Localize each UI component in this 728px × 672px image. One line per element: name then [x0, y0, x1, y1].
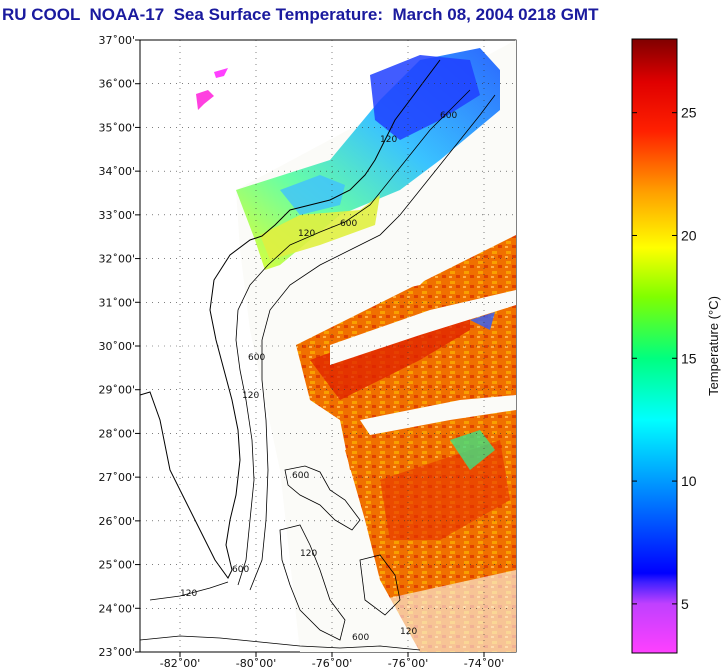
contour-label: 600 — [232, 565, 249, 575]
sst-cyan-patch — [280, 175, 345, 215]
coastline — [140, 59, 441, 579]
map-title: RU COOL NOAA-17 Sea Surface Temperature:… — [2, 5, 599, 24]
cloud-gap-3 — [300, 265, 440, 300]
colorbar-tick-label: 20 — [681, 227, 697, 243]
bahamas-contour-2 — [279, 524, 346, 641]
contour-label: 120 — [300, 549, 317, 559]
sst-magenta-speck-2 — [214, 68, 228, 78]
contour-label: 120 — [380, 135, 397, 145]
lon-label: -76˚00' — [312, 657, 353, 670]
sst-green-patch — [450, 430, 495, 470]
contour-label: 600 — [292, 471, 309, 481]
cloud-gap-2 — [360, 395, 516, 435]
bahamas-contour-3 — [359, 554, 401, 616]
lat-label: 36˚00' — [98, 78, 135, 91]
contour-label: 600 — [340, 219, 357, 229]
colorbar — [631, 38, 678, 654]
lat-label: 24˚00' — [98, 602, 135, 615]
lat-labels: 37˚00' 36˚00' 35˚00' 34˚00' 33˚00' 32˚00' 31˚0… — [98, 34, 140, 659]
lat-label: 32˚00' — [98, 253, 135, 266]
lon-label: -76˚00' — [388, 657, 429, 670]
isobath-120 — [235, 89, 471, 586]
colorbar-tick-label: 5 — [681, 596, 689, 612]
lat-label: 25˚00' — [98, 559, 135, 572]
lat-label: 33˚00' — [98, 209, 135, 222]
sst-red-core-2 — [380, 440, 510, 540]
contour-label: 120 — [400, 627, 417, 637]
cloud-cover — [380, 570, 516, 652]
colorbar-tick-label: 15 — [681, 350, 697, 366]
lon-label: -74˚00' — [464, 657, 505, 670]
cloud-gap — [330, 290, 516, 365]
lat-label: 31˚00' — [98, 296, 135, 309]
sst-blue-speck — [470, 312, 495, 330]
lat-label: 27˚00' — [98, 471, 135, 484]
colorbar-tick-label: 25 — [681, 105, 697, 121]
contour-labels: 600 120 600 120 600 120 600 120 600 120 600 120 — [180, 111, 457, 643]
colorbar-tick-label: 10 — [681, 473, 697, 489]
colorbar-title: Temperature (°C) — [706, 296, 721, 396]
lon-label: -82˚00' — [160, 657, 201, 670]
contour-label: 600 — [248, 353, 265, 363]
lon-grid — [179, 40, 485, 652]
colorbar-ticks: 25 20 15 10 5 — [632, 105, 697, 612]
lat-label: 23˚00' — [98, 646, 135, 659]
bahamas-contour — [284, 465, 361, 531]
lat-label: 28˚00' — [98, 427, 135, 440]
sst-magenta-speck — [196, 90, 214, 110]
keys-contour — [149, 581, 229, 601]
lon-label: -80˚00' — [236, 657, 277, 670]
contour-label: 120 — [180, 589, 197, 599]
contour-label: 600 — [352, 633, 369, 643]
lat-label: 26˚00' — [98, 515, 135, 528]
lat-label: 37˚00' — [98, 34, 135, 47]
lon-labels: -82˚00' -80˚00' -76˚00' -76˚00' -74˚00' — [160, 652, 505, 670]
contour-label: 120 — [298, 229, 315, 239]
isobath-600 — [249, 94, 496, 591]
contour-label: 600 — [440, 111, 457, 121]
sst-yellow-strip — [260, 195, 380, 260]
lat-label: 29˚00' — [98, 384, 135, 397]
cuba-coast — [140, 635, 421, 651]
lat-label: 34˚00' — [98, 165, 135, 178]
sst-blue-shelf — [370, 55, 480, 140]
lat-label: 30˚00' — [98, 340, 135, 353]
lat-label: 35˚00' — [98, 121, 135, 134]
contour-label: 120 — [242, 391, 259, 401]
